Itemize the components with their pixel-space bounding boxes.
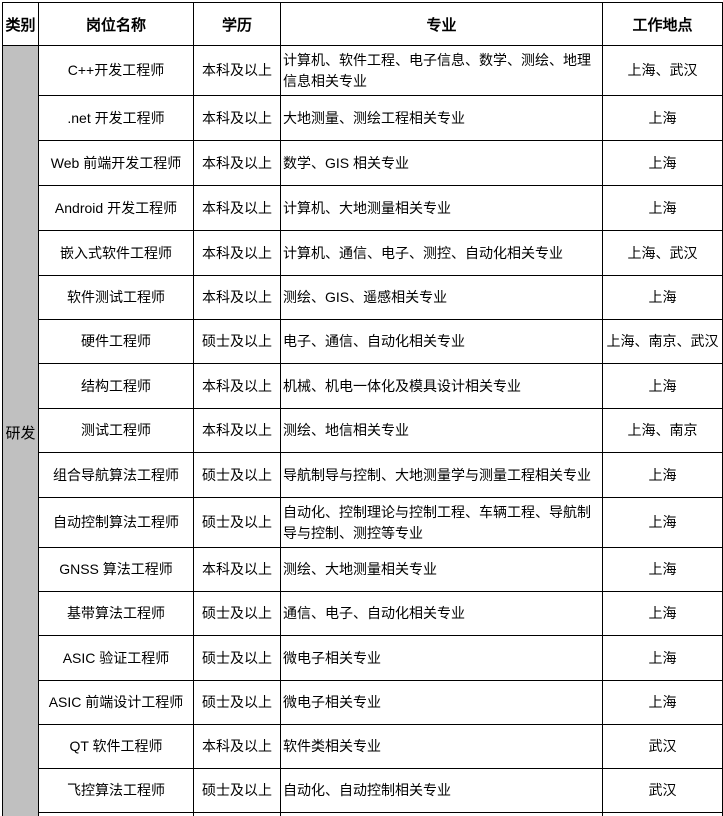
education-cell: 本科及以上	[193, 45, 281, 96]
position-cell: .net 开发工程师	[38, 95, 194, 141]
table-row: 组合导航算法工程师 硕士及以上 导航制导与控制、大地测量学与测量工程相关专业 上…	[3, 452, 723, 498]
location-cell: 武汉	[602, 768, 723, 813]
position-cell: 结构工程师	[38, 363, 194, 409]
major-cell: 测绘、GIS、遥感相关专业	[280, 275, 603, 320]
location-cell: 上海、南京、武汉	[602, 319, 723, 364]
location-cell: 上海	[602, 591, 723, 636]
education-cell: 本科及以上	[193, 185, 281, 231]
major-cell: 测绘、大地测量相关专业	[280, 547, 603, 592]
education-cell: 硕士及以上	[193, 591, 281, 636]
education-cell: 本科及以上	[193, 95, 281, 141]
education-cell: 硕士及以上	[193, 452, 281, 498]
location-cell: 上海	[602, 275, 723, 320]
location-cell	[602, 812, 723, 816]
position-cell: QT 软件工程师	[38, 724, 194, 769]
location-cell: 上海	[602, 635, 723, 681]
header-position: 岗位名称	[38, 2, 194, 46]
category-cell: 研发	[2, 45, 39, 816]
location-cell: 上海、武汉	[602, 45, 723, 96]
header-major: 专业	[280, 2, 603, 46]
table-row: 结构工程师 本科及以上 机械、机电一体化及模具设计相关专业 上海	[3, 363, 723, 409]
location-cell: 上海	[602, 363, 723, 409]
table-row: QT 软件工程师 本科及以上 软件类相关专业 武汉	[3, 724, 723, 769]
major-cell: 计算机、通信、电子、测控、自动化相关专业	[280, 230, 603, 276]
position-cell: Web 前端开发工程师	[38, 140, 194, 186]
table-row: 测试工程师 本科及以上 测绘、地信相关专业 上海、南京	[3, 408, 723, 453]
location-cell: 上海	[602, 140, 723, 186]
cut-off-row	[3, 812, 723, 816]
education-cell: 本科及以上	[193, 275, 281, 320]
header-education: 学历	[193, 2, 281, 46]
location-cell: 上海	[602, 95, 723, 141]
major-cell: 测绘、地信相关专业	[280, 408, 603, 453]
table-row: 软件测试工程师 本科及以上 测绘、GIS、遥感相关专业 上海	[3, 275, 723, 320]
major-cell: 电子、通信、自动化相关专业	[280, 319, 603, 364]
education-cell: 硕士及以上	[193, 635, 281, 681]
position-cell: 嵌入式软件工程师	[38, 230, 194, 276]
position-cell: 组合导航算法工程师	[38, 452, 194, 498]
education-cell: 本科及以上	[193, 363, 281, 409]
position-cell: ASIC 验证工程师	[38, 635, 194, 681]
position-cell: ASIC 前端设计工程师	[38, 680, 194, 725]
major-cell: 导航制导与控制、大地测量学与测量工程相关专业	[280, 452, 603, 498]
education-cell: 硕士及以上	[193, 680, 281, 725]
position-cell: 软件测试工程师	[38, 275, 194, 320]
table-row: 硬件工程师 硕士及以上 电子、通信、自动化相关专业 上海、南京、武汉	[3, 319, 723, 364]
major-cell: 自动化、自动控制相关专业	[280, 768, 603, 813]
education-cell: 本科及以上	[193, 547, 281, 592]
education-cell: 硕士及以上	[193, 768, 281, 813]
education-cell: 硕士及以上	[193, 319, 281, 364]
major-cell: 通信、电子、自动化相关专业	[280, 591, 603, 636]
table-row: 基带算法工程师 硕士及以上 通信、电子、自动化相关专业 上海	[3, 591, 723, 636]
education-cell: 本科及以上	[193, 724, 281, 769]
location-cell: 上海	[602, 547, 723, 592]
table-row: GNSS 算法工程师 本科及以上 测绘、大地测量相关专业 上海	[3, 547, 723, 592]
table-row: 自动控制算法工程师 硕士及以上 自动化、控制理论与控制工程、车辆工程、导航制导与…	[3, 497, 723, 548]
education-cell: 硕士及以上	[193, 497, 281, 548]
position-cell: 飞控算法工程师	[38, 768, 194, 813]
location-cell: 上海、南京	[602, 408, 723, 453]
major-cell: 软件类相关专业	[280, 724, 603, 769]
location-cell: 上海	[602, 452, 723, 498]
position-cell	[38, 812, 194, 816]
table-row: 研发 C++开发工程师 本科及以上 计算机、软件工程、电子信息、数学、测绘、地理…	[2, 45, 723, 816]
table-row: ASIC 验证工程师 硕士及以上 微电子相关专业 上海	[3, 635, 723, 681]
major-cell: 机械、机电一体化及模具设计相关专业	[280, 363, 603, 409]
location-cell: 上海	[602, 497, 723, 548]
header-location: 工作地点	[602, 2, 723, 46]
education-cell: 本科及以上	[193, 140, 281, 186]
position-cell: 基带算法工程师	[38, 591, 194, 636]
location-cell: 上海、武汉	[602, 230, 723, 276]
location-cell: 上海	[602, 680, 723, 725]
table-row: Android 开发工程师 本科及以上 计算机、大地测量相关专业 上海	[3, 185, 723, 231]
major-cell: 计算机、软件工程、电子信息、数学、测绘、地理信息相关专业	[280, 45, 603, 96]
location-cell: 武汉	[602, 724, 723, 769]
position-cell: C++开发工程师	[38, 45, 194, 96]
header-row: 类别 岗位名称 学历 专业 工作地点	[2, 2, 723, 46]
table-row: .net 开发工程师 本科及以上 大地测量、测绘工程相关专业 上海	[3, 95, 723, 141]
table-row: 飞控算法工程师 硕士及以上 自动化、自动控制相关专业 武汉	[3, 768, 723, 813]
education-cell	[193, 812, 281, 816]
major-cell: 自动化、控制理论与控制工程、车辆工程、导航制导与控制、测控等专业	[280, 497, 603, 548]
major-cell: 计算机、大地测量相关专业	[280, 185, 603, 231]
position-cell: Android 开发工程师	[38, 185, 194, 231]
position-cell: 硬件工程师	[38, 319, 194, 364]
major-cell	[280, 812, 603, 816]
education-cell: 本科及以上	[193, 230, 281, 276]
table-row: Web 前端开发工程师 本科及以上 数学、GIS 相关专业 上海	[3, 140, 723, 186]
table-row: ASIC 前端设计工程师 硕士及以上 微电子相关专业 上海	[3, 680, 723, 725]
position-cell: GNSS 算法工程师	[38, 547, 194, 592]
education-cell: 本科及以上	[193, 408, 281, 453]
header-category: 类别	[2, 2, 39, 46]
major-cell: 微电子相关专业	[280, 635, 603, 681]
location-cell: 上海	[602, 185, 723, 231]
position-cell: 测试工程师	[38, 408, 194, 453]
major-cell: 大地测量、测绘工程相关专业	[280, 95, 603, 141]
major-cell: 数学、GIS 相关专业	[280, 140, 603, 186]
table-row: 嵌入式软件工程师 本科及以上 计算机、通信、电子、测控、自动化相关专业 上海、武…	[3, 230, 723, 276]
major-cell: 微电子相关专业	[280, 680, 603, 725]
position-cell: 自动控制算法工程师	[38, 497, 194, 548]
